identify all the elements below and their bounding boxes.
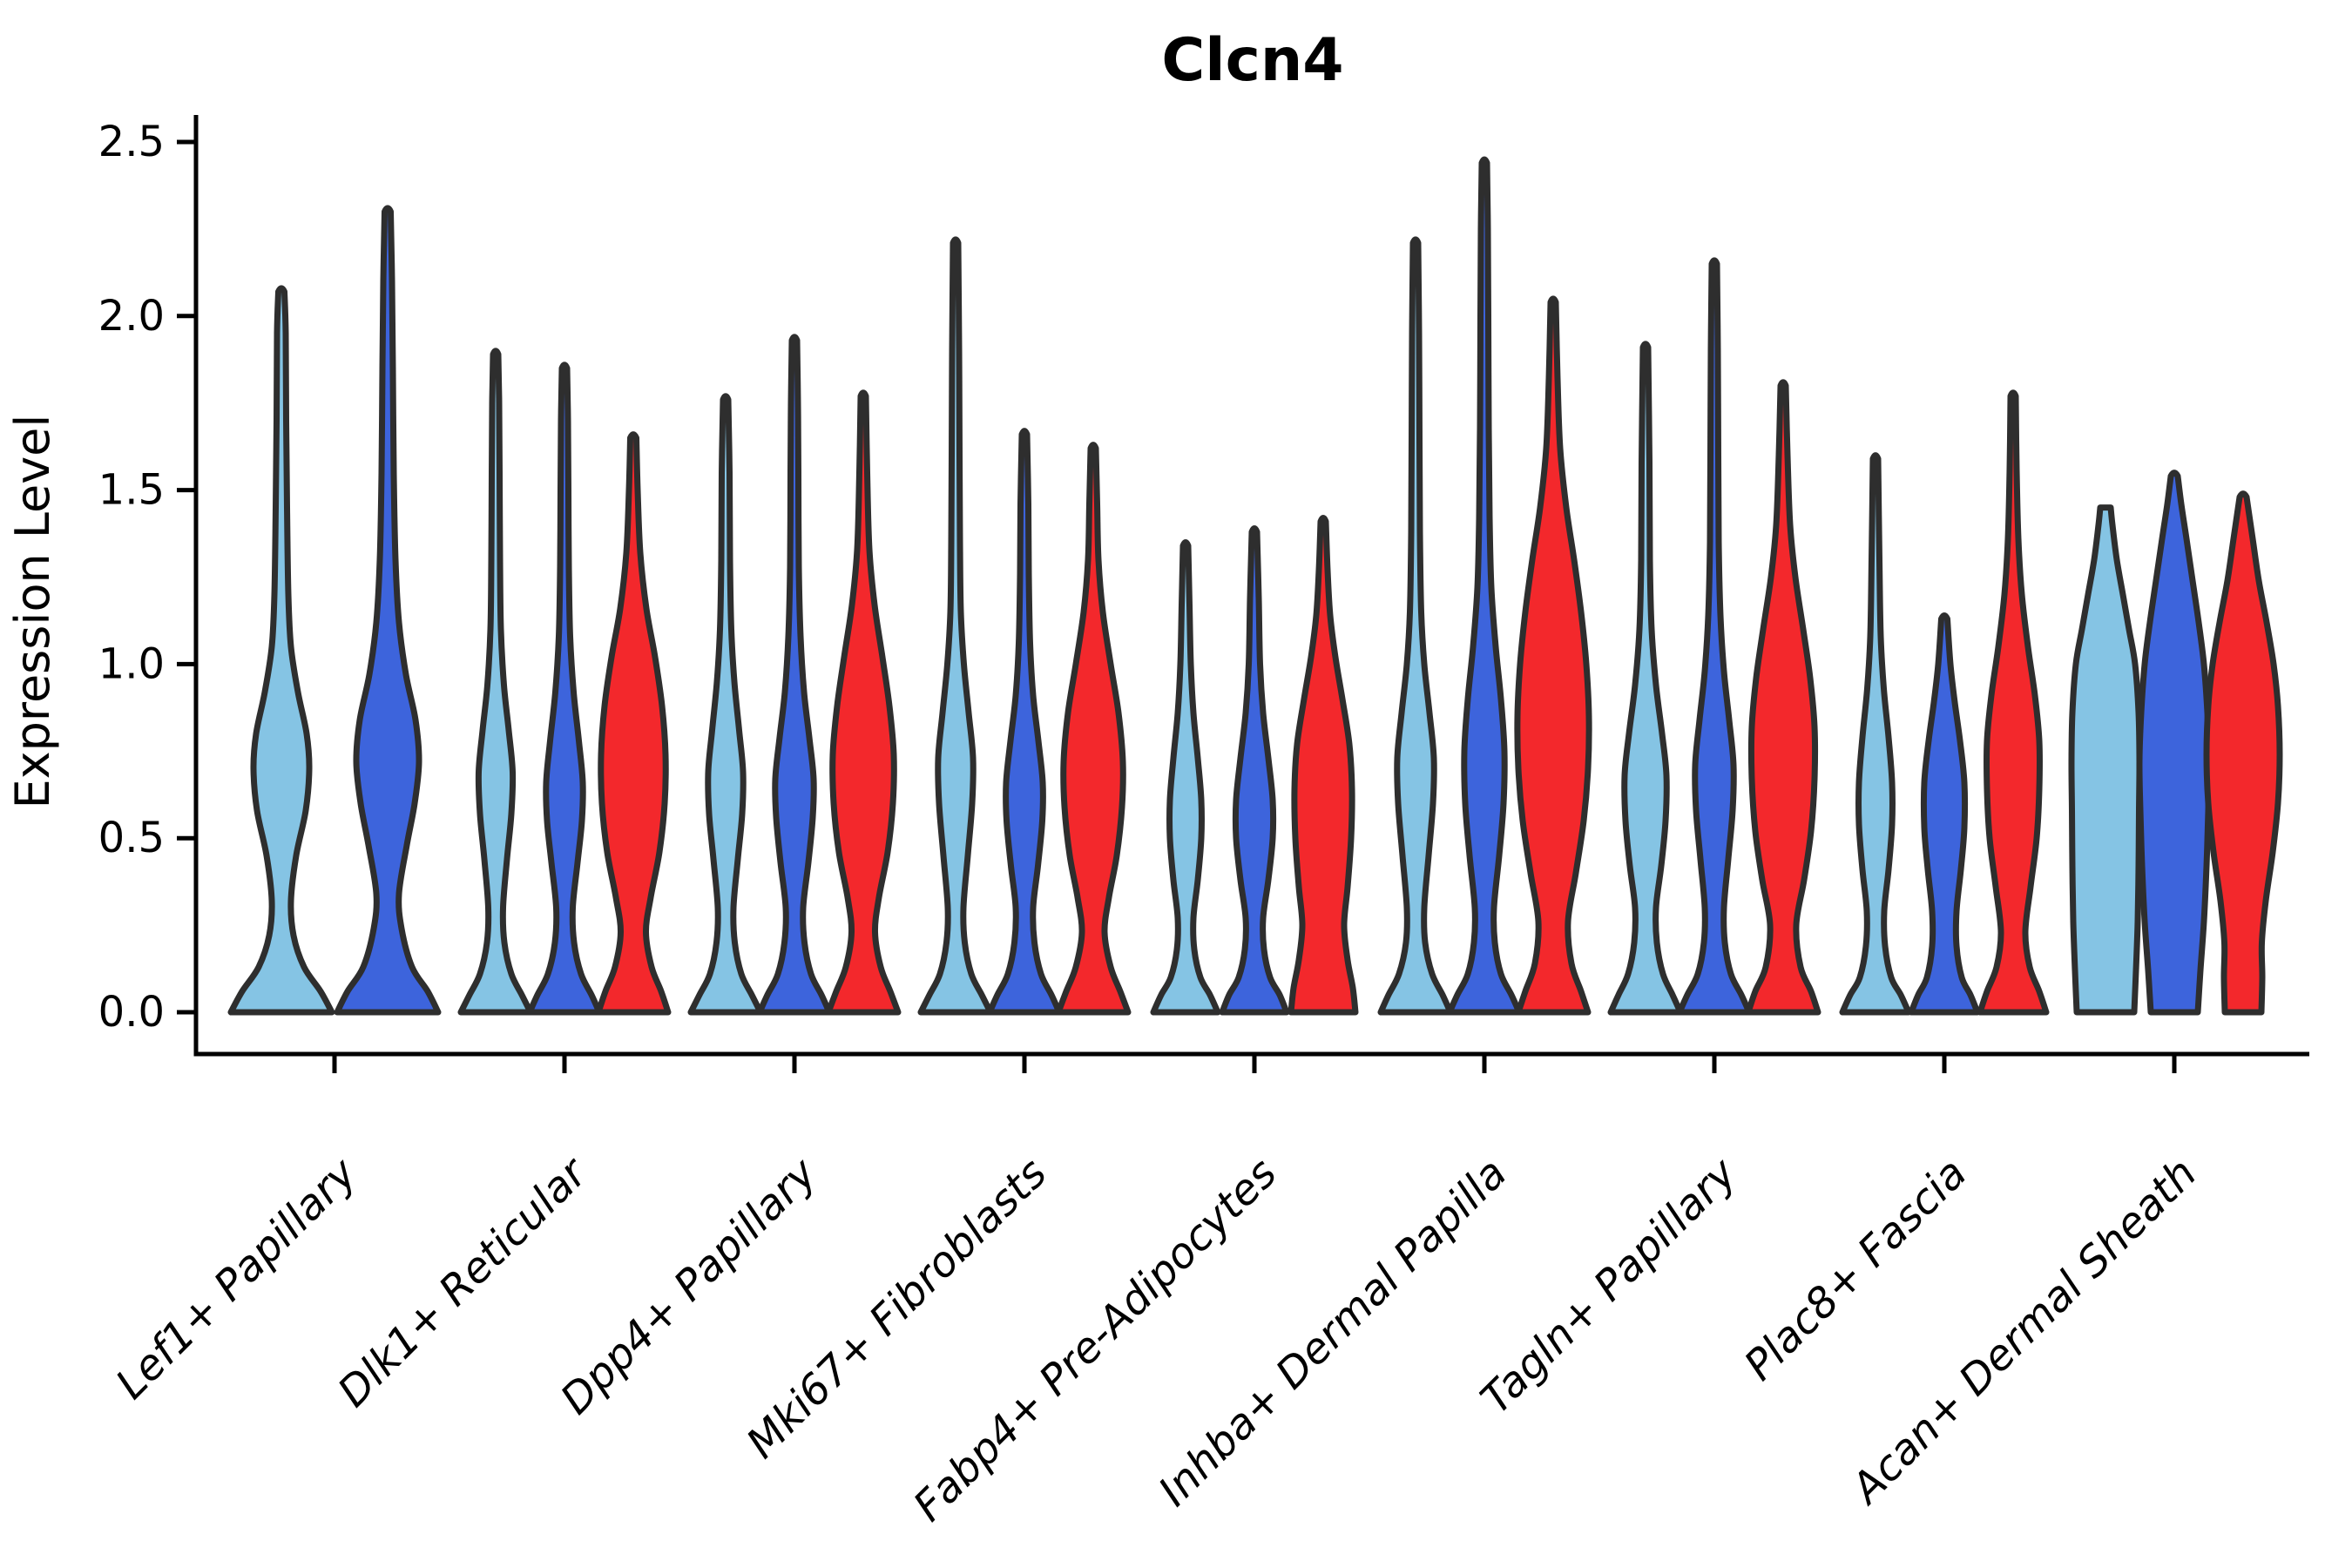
violin-plac8-fascia-skyblue bbox=[1839, 452, 1912, 1016]
violin-lef1-papillary-skyblue bbox=[227, 285, 335, 1016]
violin-fabp4-pre-adipocytes-skyblue bbox=[1150, 539, 1221, 1016]
violin-dpp4-papillary-skyblue bbox=[687, 393, 764, 1016]
y-tick-label: 2.0 bbox=[98, 292, 165, 341]
y-tick-label: 1.0 bbox=[98, 639, 165, 688]
violin-fabp4-pre-adipocytes-royalblue bbox=[1219, 525, 1290, 1016]
y-tick-label: 1.5 bbox=[98, 466, 165, 515]
y-tick-label: 0.5 bbox=[98, 814, 165, 862]
y-tick-label: 0.0 bbox=[98, 988, 165, 1037]
violin-dlk1-reticular-royalblue bbox=[526, 362, 603, 1016]
violin-plac8-fascia-royalblue bbox=[1908, 612, 1981, 1016]
y-tick-label: 2.5 bbox=[98, 118, 165, 166]
violin-tagln-papillary-red bbox=[1745, 379, 1821, 1016]
violin-plac8-fascia-red bbox=[1977, 389, 2050, 1016]
violin-acan-dermal-sheath-red bbox=[2203, 490, 2283, 1016]
violin-dlk1-reticular-skyblue bbox=[457, 348, 534, 1016]
y-axis-label: Expression Level bbox=[5, 415, 60, 809]
axis-spines bbox=[193, 115, 2309, 1057]
violin-inhba-dermal-papilla-skyblue bbox=[1377, 236, 1454, 1016]
violin-mki67-fibroblasts-royalblue bbox=[986, 428, 1063, 1016]
violins-layer bbox=[227, 156, 2283, 1016]
chart-title: Clcn4 bbox=[1161, 26, 1343, 95]
violin-lef1-papillary-royalblue bbox=[334, 205, 442, 1016]
violin-inhba-dermal-papilla-red bbox=[1514, 295, 1592, 1016]
violin-inhba-dermal-papilla-royalblue bbox=[1446, 156, 1523, 1016]
axes-layer bbox=[177, 115, 2309, 1073]
x-category-label: Dpp4+ Papillary bbox=[551, 1148, 827, 1423]
violin-fabp4-pre-adipocytes-red bbox=[1288, 515, 1359, 1016]
x-category-label: Tagln+ Papillary bbox=[1471, 1148, 1747, 1423]
violin-acan-dermal-sheath-royalblue bbox=[2136, 470, 2213, 1016]
x-category-label: Dlk1+ Reticular bbox=[328, 1147, 598, 1417]
x-category-label: Fabp4+ Pre-Adipocytes bbox=[904, 1149, 1287, 1531]
violin-tagln-papillary-skyblue bbox=[1607, 341, 1684, 1016]
violin-acan-dermal-sheath-skyblue bbox=[2068, 504, 2143, 1016]
violin-tagln-papillary-royalblue bbox=[1676, 257, 1753, 1016]
violin-mki67-fibroblasts-red bbox=[1055, 442, 1132, 1016]
violin-dpp4-papillary-royalblue bbox=[756, 334, 833, 1016]
x-category-label: Lef1+ Papillary bbox=[106, 1148, 367, 1409]
violin-mki67-fibroblasts-skyblue bbox=[917, 236, 994, 1016]
x-category-label: Plac8+ Fascia bbox=[1735, 1149, 1977, 1390]
violin-dpp4-papillary-red bbox=[825, 389, 902, 1016]
violin-dlk1-reticular-red bbox=[595, 431, 672, 1016]
